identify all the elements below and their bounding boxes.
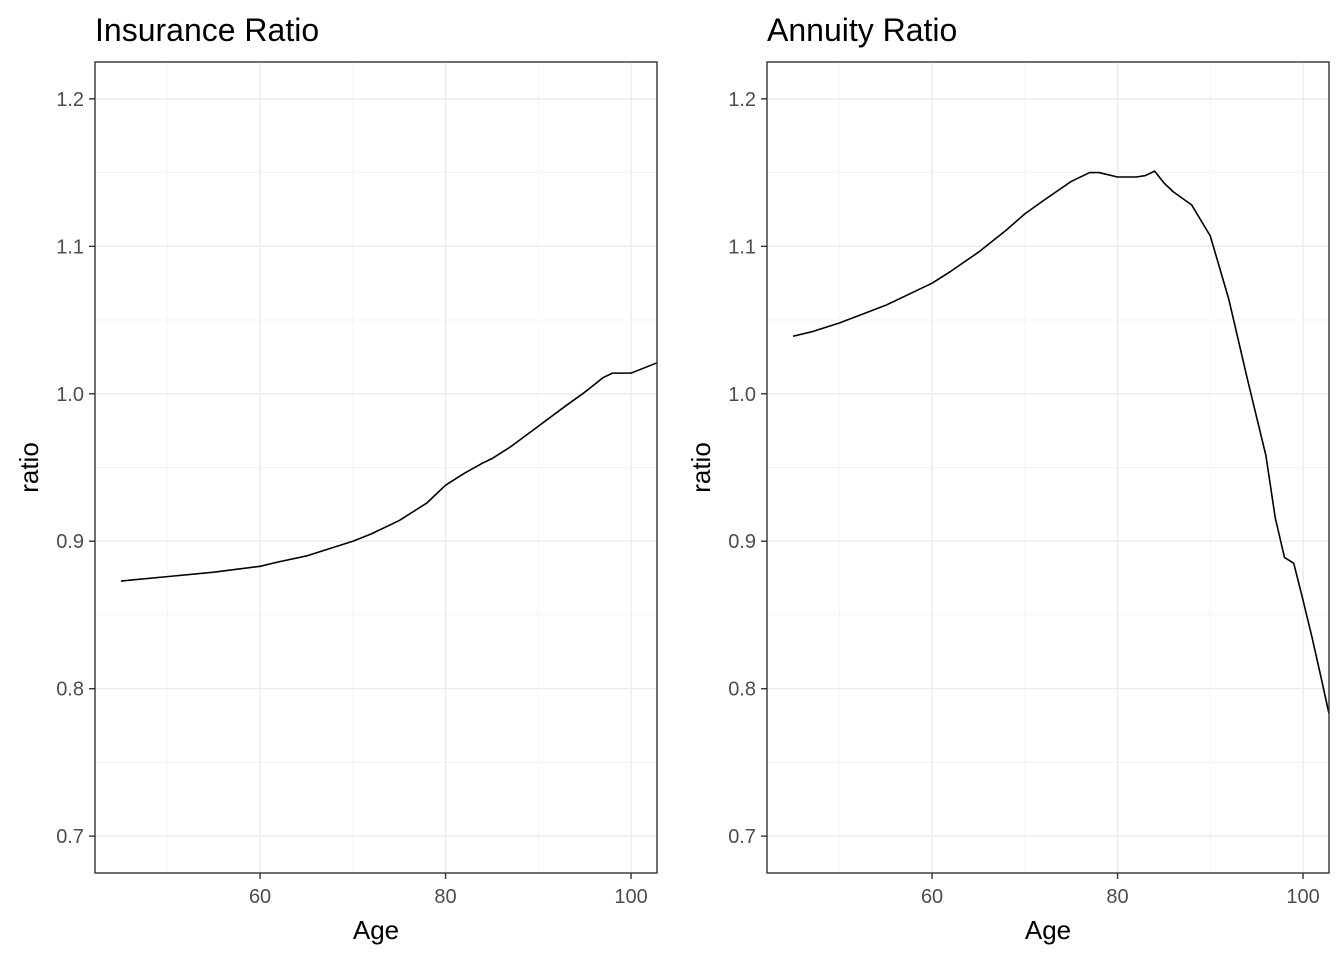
x-axis-title: Age [353, 915, 399, 945]
y-axis-title: ratio [14, 442, 44, 493]
series-line-1 [792, 170, 1329, 714]
x-tick-label: 60 [921, 886, 943, 908]
y-axis-title: ratio [686, 442, 716, 493]
y-tick-label: 1.2 [728, 89, 756, 111]
x-tick-label: 100 [1286, 886, 1319, 908]
chart-panel-2: 0.7 0.8 0.9 1.0 1.1 1.2 60 80 100 Annuity Ratio Ag… [686, 12, 1330, 945]
x-tick-label: 80 [434, 886, 456, 908]
x-tick-label: 60 [249, 886, 271, 908]
series-line-1 [120, 362, 657, 582]
panel-border [766, 61, 1330, 874]
y-tick-label: 1.0 [728, 384, 756, 406]
y-tick-label: 0.8 [56, 679, 84, 701]
panel-border [94, 61, 658, 874]
chart-panel-1: 0.7 0.8 0.9 1.0 1.1 1.2 60 80 100 Insurance Ratio… [14, 12, 658, 945]
chart-title: Annuity Ratio [767, 12, 957, 48]
chart-title: Insurance Ratio [95, 12, 319, 48]
y-tick-label: 0.9 [56, 531, 84, 553]
y-tick-label: 0.7 [56, 826, 84, 848]
x-tick-label: 100 [614, 886, 647, 908]
y-tick-label: 0.9 [728, 531, 756, 553]
y-tick-label: 1.2 [56, 89, 84, 111]
x-axis-title: Age [1025, 915, 1071, 945]
y-tick-label: 1.0 [56, 384, 84, 406]
y-tick-label: 0.7 [728, 826, 756, 848]
x-tick-label: 80 [1106, 886, 1128, 908]
y-tick-label: 1.1 [56, 236, 84, 258]
y-tick-label: 0.8 [728, 679, 756, 701]
y-tick-label: 1.1 [728, 236, 756, 258]
